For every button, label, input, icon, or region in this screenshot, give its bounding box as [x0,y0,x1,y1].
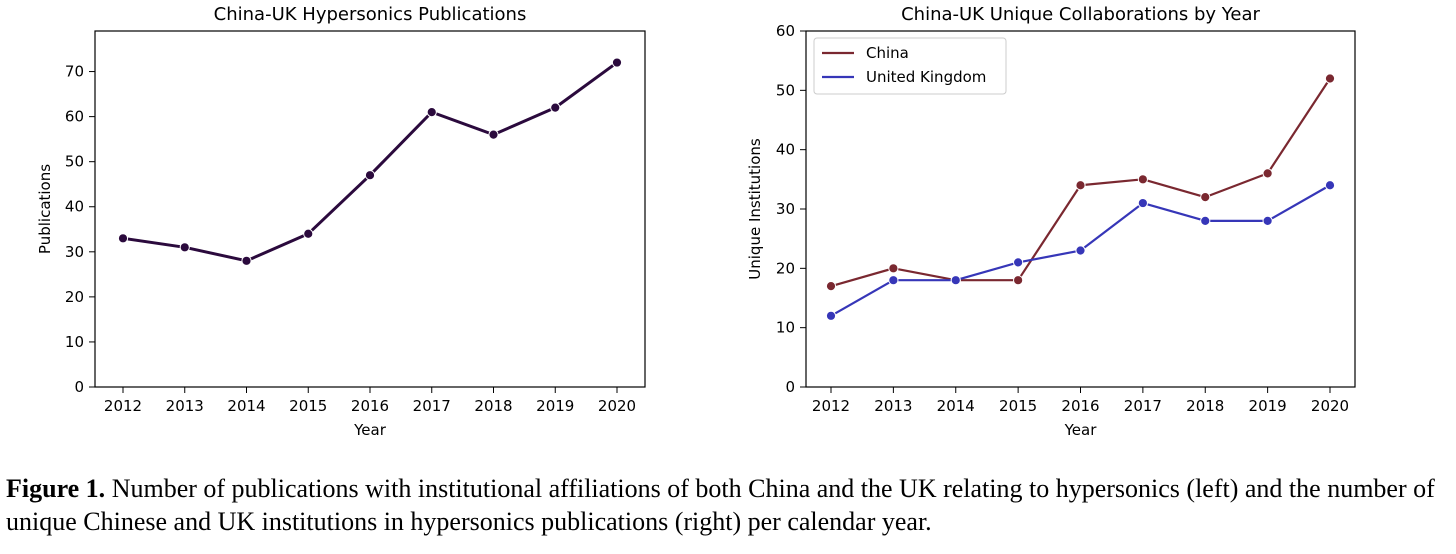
data-point [1013,275,1024,286]
chart-2: China-UK Unique Collaborations by Year 20… [746,4,1356,439]
x-tick-label: 2018 [474,397,512,415]
y-tick-label: 30 [776,200,795,218]
y-tick-label: 10 [776,319,795,337]
x-tick-label: 2013 [874,397,912,415]
data-point [825,310,837,321]
caption-label: Figure 1. [6,474,106,503]
data-point [950,275,961,286]
y-tick-label: 0 [74,378,84,396]
data-point [1262,215,1273,226]
data-point [1324,73,1336,84]
x-tick-label: 2017 [413,397,451,415]
y-axis-label: Unique Institutions [746,138,764,280]
plot-frame [94,30,646,388]
series-line [122,61,618,263]
legend-label: China [866,44,909,62]
data-point [1262,168,1273,179]
y-tick-label: 60 [776,22,795,40]
x-tick-label: 2015 [289,397,327,415]
data-point [1137,197,1148,209]
x-tick-label: 2014 [227,397,265,415]
x-axis-label: Year [353,421,387,439]
series-china [825,73,1336,292]
data-point [1013,257,1024,268]
y-tick-label: 50 [65,153,84,171]
caption-text: Number of publications with institutiona… [6,474,1435,536]
x-tick-label: 2014 [937,397,975,415]
data-point [888,263,899,274]
legend-label: United Kingdom [866,68,986,86]
data-point [888,275,899,286]
data-point [364,170,376,181]
y-tick-label: 40 [65,198,84,216]
y-tick-label: 10 [65,333,84,351]
legend-box [813,37,1007,95]
x-tick-label: 2017 [1124,397,1162,415]
y-tick-label: 30 [65,243,84,261]
series-united-kingdom [825,180,1336,321]
y-tick-label: 70 [65,63,84,81]
data-point [241,255,252,266]
data-point [550,102,561,113]
x-tick-label: 2012 [104,397,142,415]
y-tick-label: 20 [65,288,84,306]
x-tick-label: 2015 [999,397,1037,415]
data-point [1137,174,1148,185]
data-point [488,129,499,140]
data-point [1075,245,1086,256]
y-tick-label: 40 [776,141,795,159]
figure-caption: Figure 1. Number of publications with in… [6,472,1454,538]
x-tick-label: 2016 [351,397,389,415]
data-point [825,281,837,292]
data-point [179,242,190,253]
x-tick-label: 2016 [1061,397,1099,415]
y-tick-label: 20 [776,259,795,277]
chart-title: China-UK Hypersonics Publications [214,4,527,25]
data-point [1075,180,1086,191]
data-point [303,228,314,239]
x-tick-label: 2012 [812,397,850,415]
x-axis-label: Year [1064,421,1098,439]
x-tick-label: 2020 [598,397,636,415]
series-1 [117,57,623,266]
y-tick-label: 0 [785,378,795,396]
x-tick-label: 2020 [1311,397,1349,415]
x-tick-label: 2013 [166,397,204,415]
data-point [1324,180,1336,191]
data-point [611,57,623,68]
y-tick-label: 50 [776,81,795,99]
y-axis-label: Publications [36,164,54,254]
x-tick-label: 2018 [1186,397,1224,415]
data-point [117,233,129,244]
data-point [426,107,437,118]
x-tick-label: 2019 [1249,397,1287,415]
y-tick-label: 60 [65,108,84,126]
x-tick-label: 2019 [536,397,574,415]
data-point [1200,192,1211,203]
chart-title: China-UK Unique Collaborations by Year [901,4,1260,25]
legend: China United Kingdom [813,37,1007,95]
data-point [1200,215,1211,226]
